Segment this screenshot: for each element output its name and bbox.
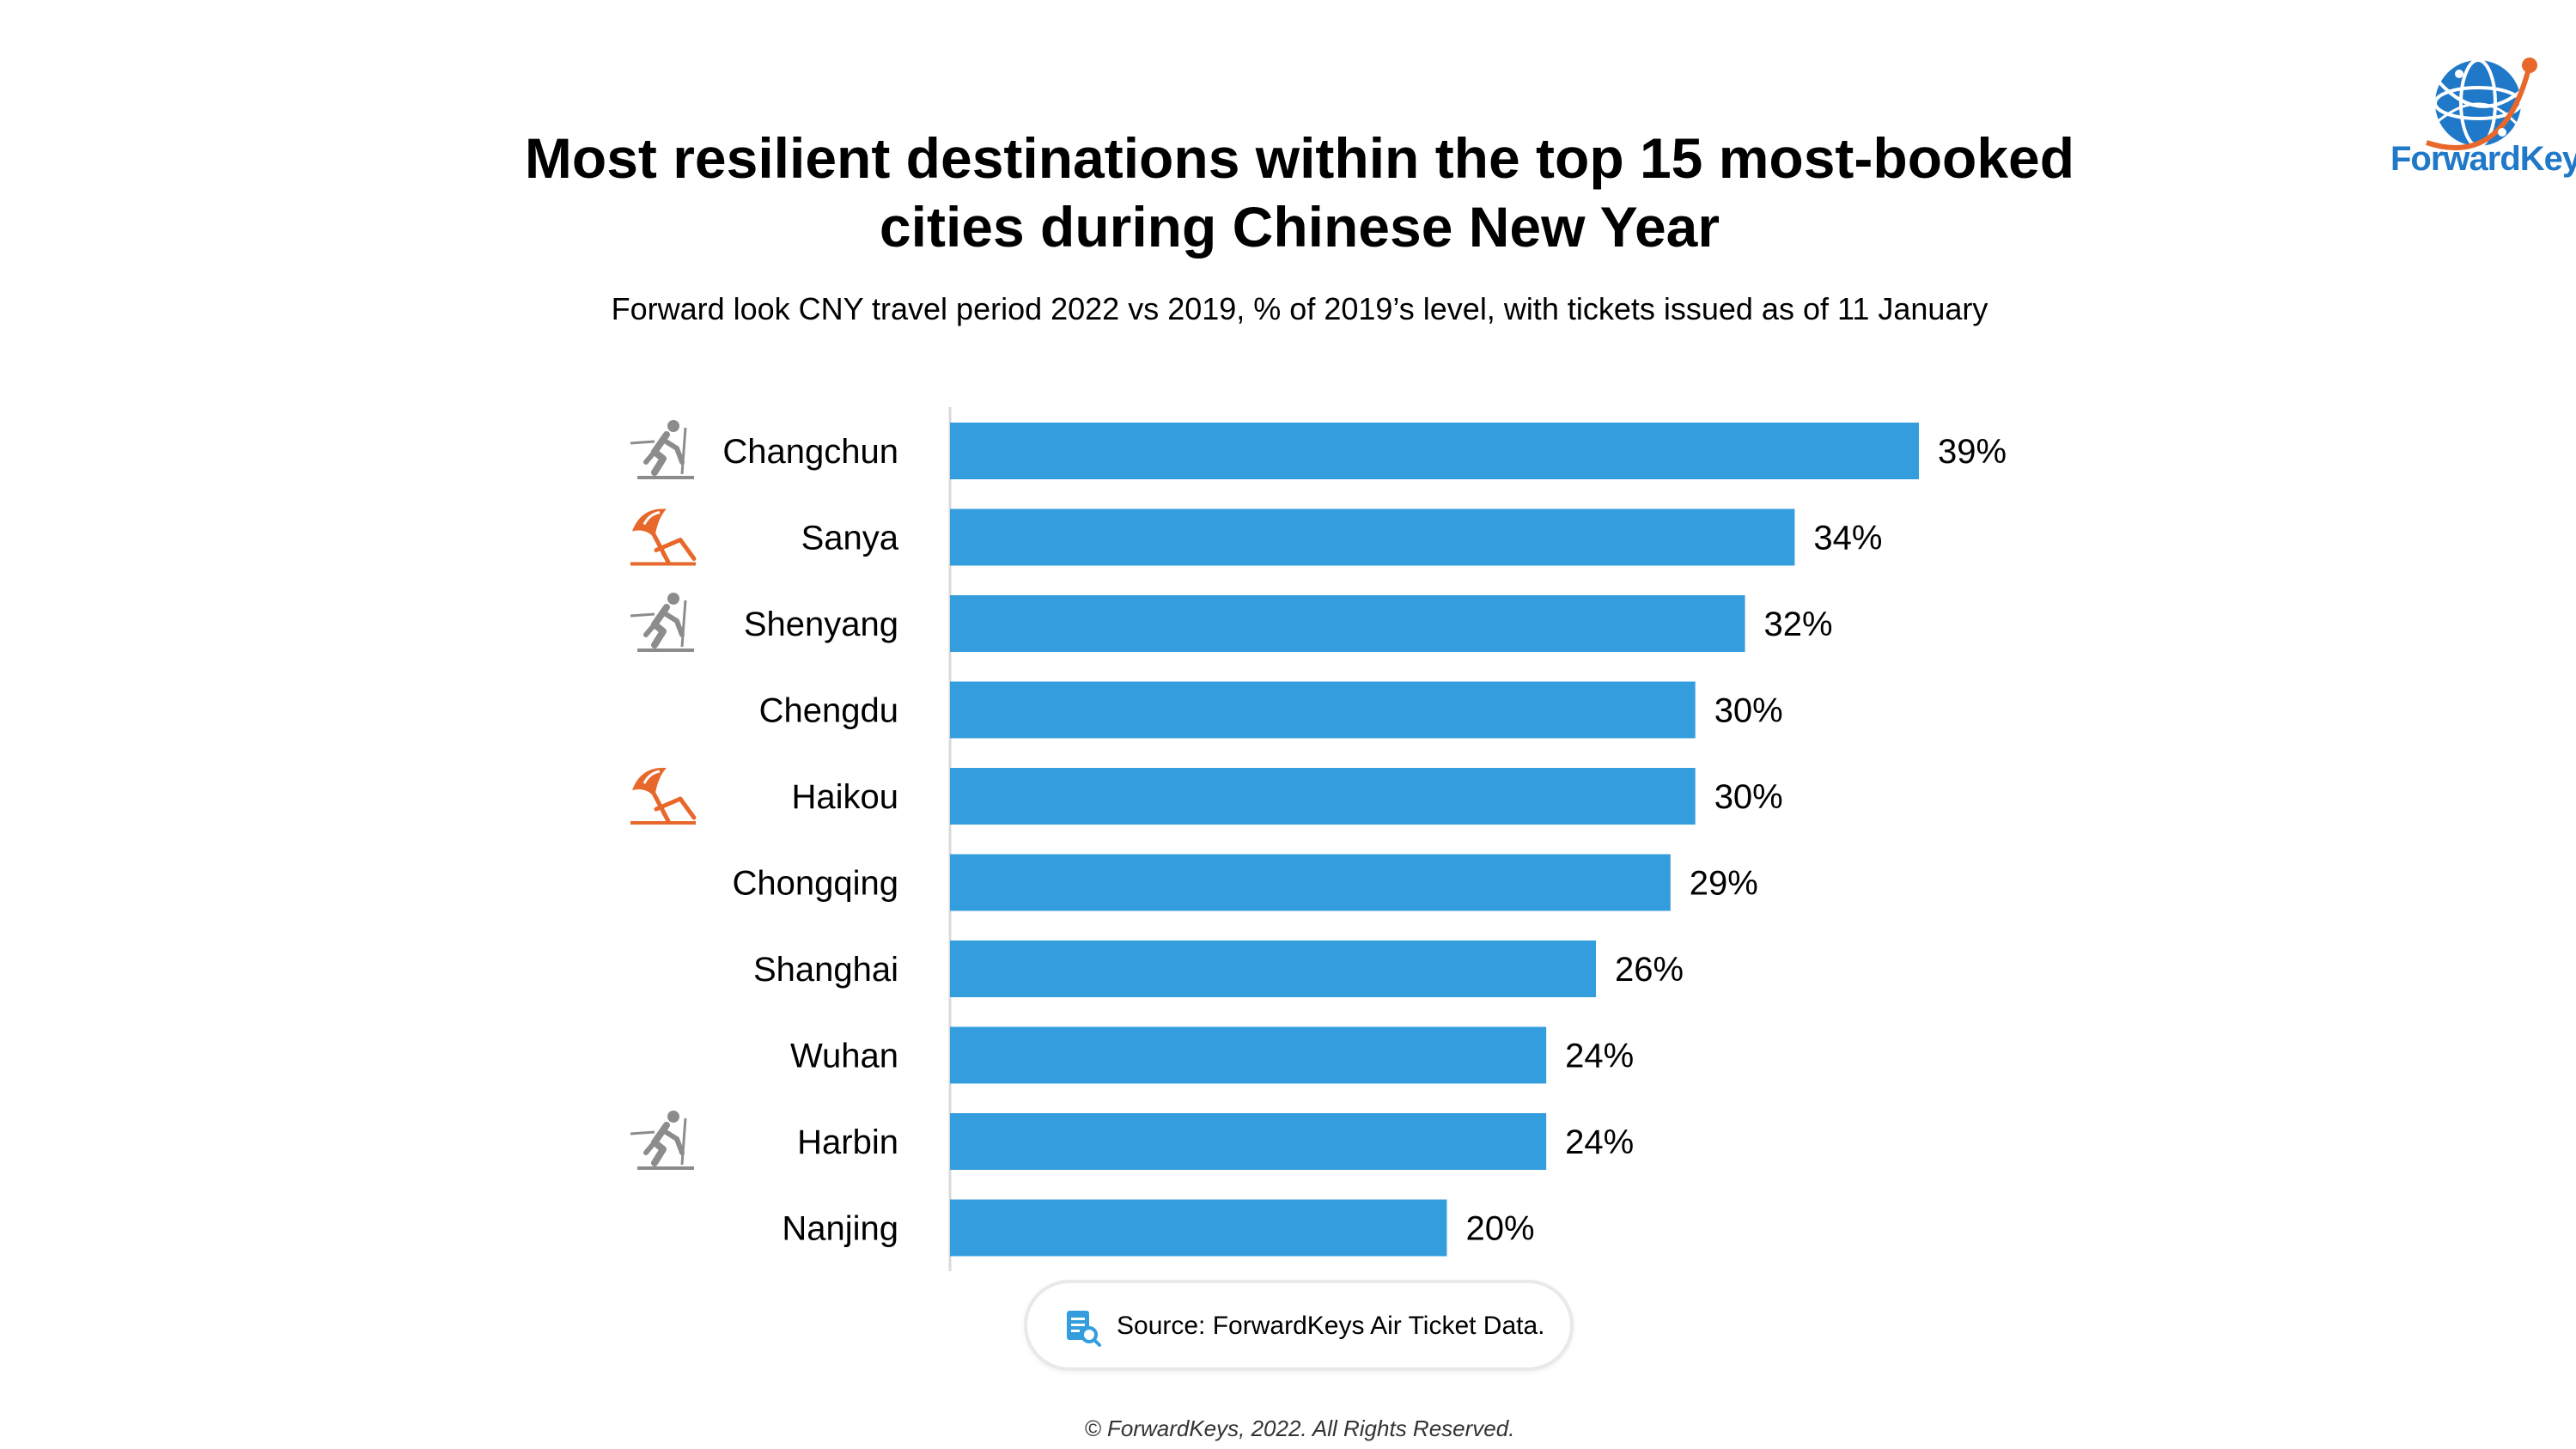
category-label: Nanjing <box>782 1210 898 1248</box>
value-label: 20% <box>1465 1210 1534 1248</box>
source-text: Source: ForwardKeys Air Ticket Data. <box>1117 1312 1545 1340</box>
bar-row: Haikou 30% <box>630 767 1783 825</box>
chart-title-line-1: Most resilient destinations within the t… <box>524 126 2075 190</box>
category-label: Sanya <box>801 520 899 557</box>
bar-row: Wuhan 24% <box>790 1026 1634 1084</box>
bar-changchun <box>950 423 1919 479</box>
bar-row: Nanjing 20% <box>782 1199 1535 1257</box>
bar-shanghai <box>950 941 1596 997</box>
logo-text: ForwardKeys <box>2390 140 2576 178</box>
bar-sanya <box>950 508 1795 566</box>
value-label: 30% <box>1714 778 1783 816</box>
bar-nanjing <box>950 1199 1447 1257</box>
bar-haikou <box>950 768 1696 825</box>
category-label: Changchun <box>722 433 898 471</box>
document-search-icon <box>1067 1311 1101 1347</box>
chart-title-line-2: cities during Chinese New Year <box>879 195 1720 259</box>
value-label: 24% <box>1565 1123 1634 1161</box>
beach-umbrella-icon <box>630 767 697 825</box>
value-label: 24% <box>1565 1038 1634 1075</box>
category-label: Chongqing <box>733 865 899 903</box>
category-label: Shanghai <box>753 951 898 989</box>
forwardkeys-logo-icon <box>2426 58 2537 150</box>
bar-wuhan <box>950 1026 1547 1084</box>
category-label: Chengdu <box>759 692 898 730</box>
bar-chongqing <box>950 854 1671 911</box>
value-label: 30% <box>1714 692 1783 730</box>
category-label: Haikou <box>791 778 898 816</box>
chart-subtitle: Forward look CNY travel period 2022 vs 2… <box>611 291 1988 326</box>
bar-harbin <box>950 1113 1547 1170</box>
bar-row: Sanya 34% <box>630 508 1882 566</box>
bar-row: Chongqing 29% <box>733 854 1758 911</box>
skier-icon <box>630 593 694 652</box>
category-label: Harbin <box>797 1123 898 1161</box>
category-label: Shenyang <box>744 606 898 643</box>
bar-row: Changchun 39% <box>630 420 2007 479</box>
skier-icon <box>630 420 694 479</box>
chart-title: Most resilient destinations within the t… <box>0 124 2576 261</box>
bars-layer: Changchun 39% Sanya 34% Shenyang 32% Chengdu 30… <box>630 420 2007 1257</box>
bar-row: Shenyang 32% <box>630 593 1833 652</box>
value-label: 29% <box>1690 865 1758 903</box>
source-box: Source: ForwardKeys Air Ticket Data. <box>1024 1280 1574 1371</box>
bar-shenyang <box>950 595 1745 652</box>
beach-umbrella-icon <box>630 508 697 566</box>
bar-row: Shanghai 26% <box>753 941 1684 997</box>
value-label: 32% <box>1764 606 1833 643</box>
category-label: Wuhan <box>790 1038 898 1075</box>
bar-chengdu <box>950 681 1696 739</box>
skier-icon <box>630 1111 694 1170</box>
bar-row: Harbin 24% <box>630 1111 1634 1170</box>
value-label: 39% <box>1938 433 2007 471</box>
copyright-text: © ForwardKeys, 2022. All Rights Reserved… <box>1084 1416 1515 1441</box>
value-label: 26% <box>1615 951 1684 989</box>
bar-row: Chengdu 30% <box>759 681 1783 739</box>
value-label: 34% <box>1813 520 1882 557</box>
